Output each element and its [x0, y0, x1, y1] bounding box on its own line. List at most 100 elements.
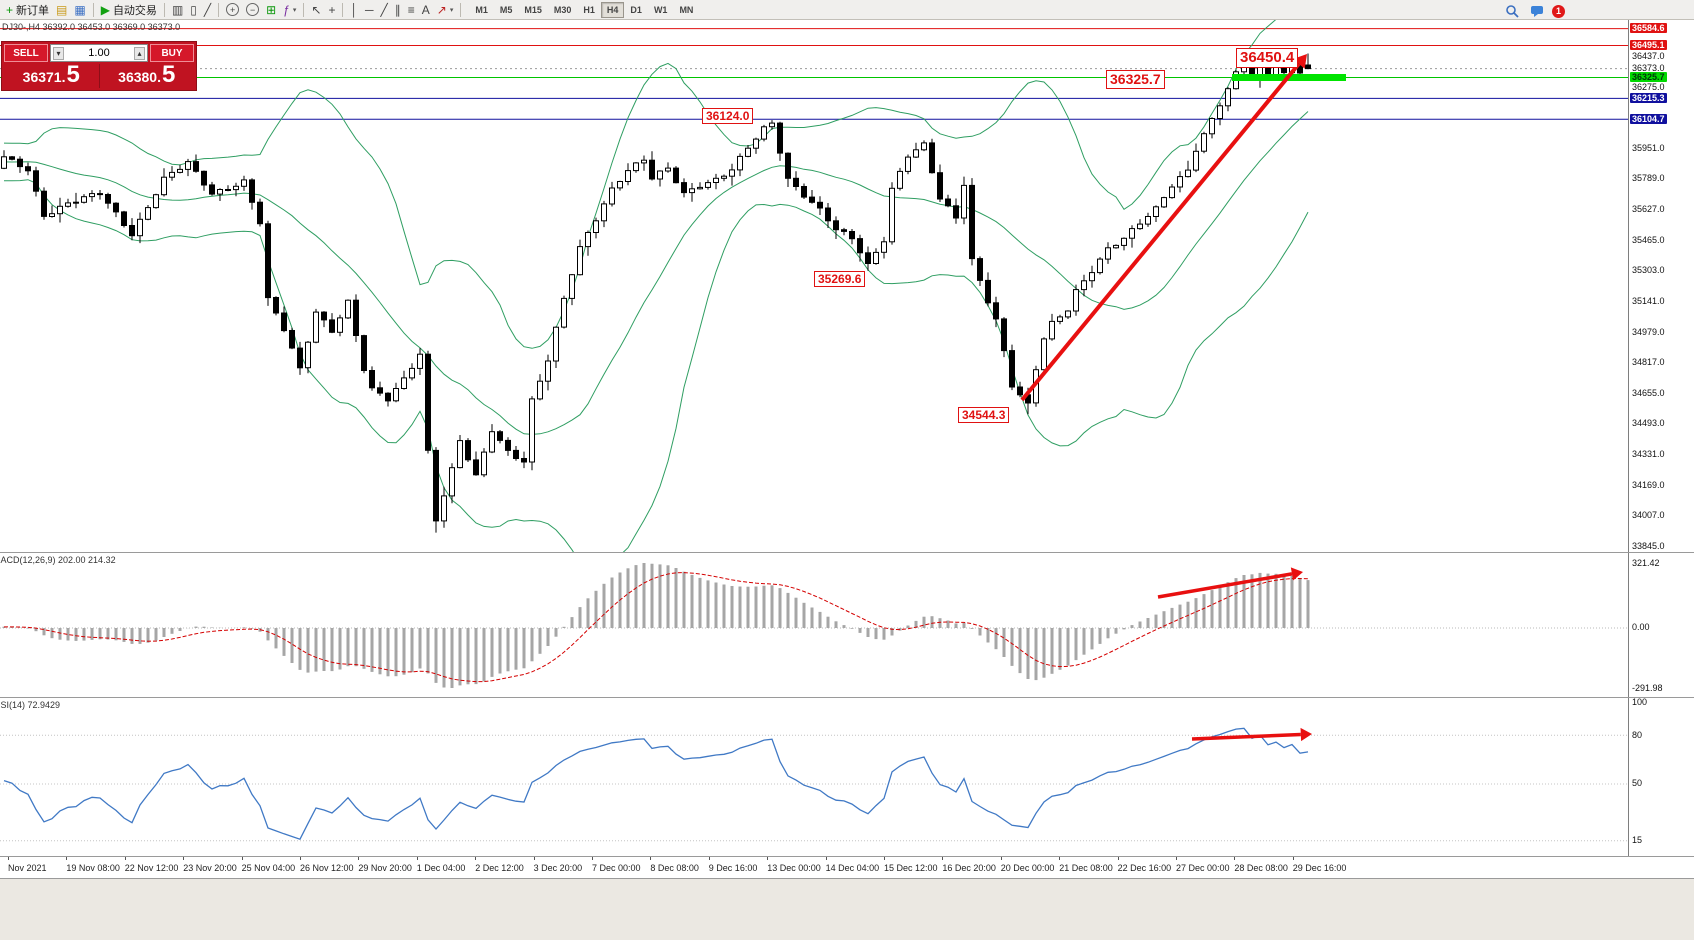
timeframe-mn-button[interactable]: MN [679, 4, 694, 15]
trendline-button[interactable]: ╱ [377, 1, 390, 19]
time-tick [1176, 857, 1177, 860]
search-icon[interactable] [1502, 2, 1522, 20]
buy-button[interactable]: BUY [150, 44, 194, 62]
macd-panel[interactable]: MACD(12,26,9) 202.00 214.32 321.42 0.00 -2… [0, 553, 1694, 698]
price-tick: 50 [1632, 778, 1643, 789]
time-label: 9 Dec 16:00 [708, 863, 758, 873]
price-tick: 0.00 [1632, 622, 1650, 633]
price-annotation[interactable]: 36124.0 [702, 108, 754, 125]
rsi-canvas[interactable] [0, 698, 1628, 857]
time-tick [1234, 857, 1236, 860]
time-label: 13 Dec 00:00 [767, 863, 821, 873]
line-chart-icon: ╱ [203, 2, 212, 17]
price-tick: 35789.0 [1632, 173, 1665, 184]
toolbar-separator [303, 2, 305, 17]
rsi-panel[interactable]: RSI(14) 72.9429 100 80 50 15 [0, 698, 1694, 857]
horizontal-line-icon: ─ [364, 2, 374, 17]
timeframe-m1-button[interactable]: M1 [475, 4, 488, 15]
volume-decrease-button[interactable]: ▾ [53, 46, 64, 60]
autotrade-icon: ▶ [100, 2, 110, 17]
time-label: 27 Dec 00:00 [1176, 863, 1230, 873]
trendline-icon: ╱ [380, 2, 388, 17]
time-label: 25 Nov 04:00 [241, 863, 296, 873]
profiles-button[interactable]: ▦ [71, 1, 88, 19]
vertical-line-button[interactable]: │ [347, 1, 361, 19]
timeframe-h4-button[interactable]: H4 [600, 1, 625, 18]
price-tick: 35303.0 [1632, 265, 1665, 276]
price-tick: 36275.0 [1632, 81, 1665, 92]
crosshair-icon: + [328, 2, 336, 17]
time-axis[interactable]: Nov 2021 19 Nov 08:00 22 Nov 12:00 23 Nov 2… [0, 857, 1694, 879]
arrows-tool-icon: ↗ [436, 2, 447, 17]
macd-canvas[interactable] [0, 553, 1628, 698]
time-tick [300, 857, 301, 860]
price-tick: 34007.0 [1632, 510, 1665, 521]
chevron-down-icon: ▾ [292, 6, 297, 14]
equidistant-channel-button[interactable]: ∥ [392, 1, 404, 19]
macd-axis[interactable]: 321.42 0.00 -291.98 [1628, 553, 1694, 697]
time-label: 19 Nov 08:00 [66, 863, 120, 873]
price-tick: 34655.0 [1632, 387, 1665, 398]
zoom-in-button[interactable]: + [223, 1, 242, 19]
price-axis[interactable]: 36437.0 36373.0 36275.0 35951.0 35789.0 35627… [1628, 20, 1694, 552]
chart-window-button[interactable]: ▤ [53, 1, 70, 19]
price-annotation[interactable]: 36450.4 [1236, 48, 1299, 68]
timeframe-h1-button[interactable]: H1 [583, 4, 595, 15]
price-annotation[interactable]: 35269.6 [814, 271, 866, 288]
tile-windows-button[interactable]: ⊞ [263, 1, 279, 19]
bar-chart-icon: ▥ [171, 2, 184, 17]
time-label: 14 Dec 04:00 [825, 863, 880, 873]
profiles-icon: ▦ [74, 2, 86, 17]
chat-icon[interactable] [1527, 2, 1547, 20]
bar-chart-button[interactable]: ▥ [169, 1, 186, 19]
price-chart-canvas[interactable] [0, 20, 1628, 553]
cursor-button[interactable]: ↖ [308, 1, 324, 19]
timeframe-m15-button[interactable]: M15 [524, 4, 542, 15]
time-tick [767, 857, 769, 860]
timeframe-d1-button[interactable]: D1 [630, 4, 642, 15]
zoom-out-button[interactable]: − [243, 1, 262, 19]
price-tick: 321.42 [1632, 557, 1660, 568]
time-tick [1059, 857, 1061, 860]
line-chart-button[interactable]: ╱ [201, 1, 214, 19]
horizontal-line-button[interactable]: ─ [362, 1, 377, 19]
time-label: 21 Dec 08:00 [1059, 863, 1113, 873]
sell-button[interactable]: SELL [4, 44, 48, 62]
time-tick [533, 857, 535, 860]
crosshair-button[interactable]: + [325, 1, 338, 19]
autotrade-button[interactable]: ▶ 自动交易 [98, 1, 160, 19]
timeframe-w1-button[interactable]: W1 [653, 4, 668, 15]
price-tick: 34493.0 [1632, 418, 1665, 429]
price-chart-panel[interactable]: DJ30-,H4 36392.0 36453.0 36369.0 36373.0… [0, 20, 1694, 553]
volume-increase-button[interactable]: ▴ [133, 46, 145, 60]
price-badge: 36495.1 [1630, 39, 1667, 50]
price-annotation[interactable]: 36325.7 [1106, 70, 1165, 89]
symbol-ohlc-header: DJ30-,H4 36392.0 36453.0 36369.0 36373.0 [2, 22, 181, 32]
fibonacci-button[interactable]: ≡ [405, 1, 418, 19]
sell-price[interactable]: 36371. 5 [22, 61, 80, 88]
indicators-button[interactable]: ƒ ▾ [280, 1, 299, 19]
volume-stepper[interactable]: ▾ 1.00 ▴ [50, 44, 148, 62]
chevron-down-icon: ▾ [449, 6, 454, 14]
buy-price[interactable]: 36380. 5 [98, 63, 195, 88]
new-order-button-label: 新订单 [16, 4, 50, 17]
price-tick: 34979.0 [1632, 326, 1665, 337]
arrows-tool-button[interactable]: ↗ ▾ [434, 1, 457, 19]
text-label-button[interactable]: A [419, 1, 433, 19]
time-tick [1292, 857, 1294, 860]
time-tick [708, 857, 710, 860]
price-badge: 36325.7 [1630, 72, 1667, 82]
price-annotation[interactable]: 34544.3 [958, 407, 1010, 424]
timeframe-m5-button[interactable]: M5 [499, 4, 513, 15]
rsi-axis[interactable]: 100 80 50 15 [1628, 698, 1694, 856]
toolbar-right: 1 [1502, 2, 1565, 20]
price-tick: -291.98 [1632, 682, 1663, 693]
notification-badge[interactable]: 1 [1552, 4, 1565, 18]
candlestick-chart-button[interactable]: ▯ [187, 1, 200, 19]
timeframe-m30-button[interactable]: M30 [553, 4, 572, 15]
time-tick [183, 857, 185, 860]
chart-stack: DJ30-,H4 36392.0 36453.0 36369.0 36373.0… [0, 20, 1694, 940]
time-tick [592, 857, 593, 860]
new-order-button[interactable]: + 新订单 [3, 1, 52, 19]
